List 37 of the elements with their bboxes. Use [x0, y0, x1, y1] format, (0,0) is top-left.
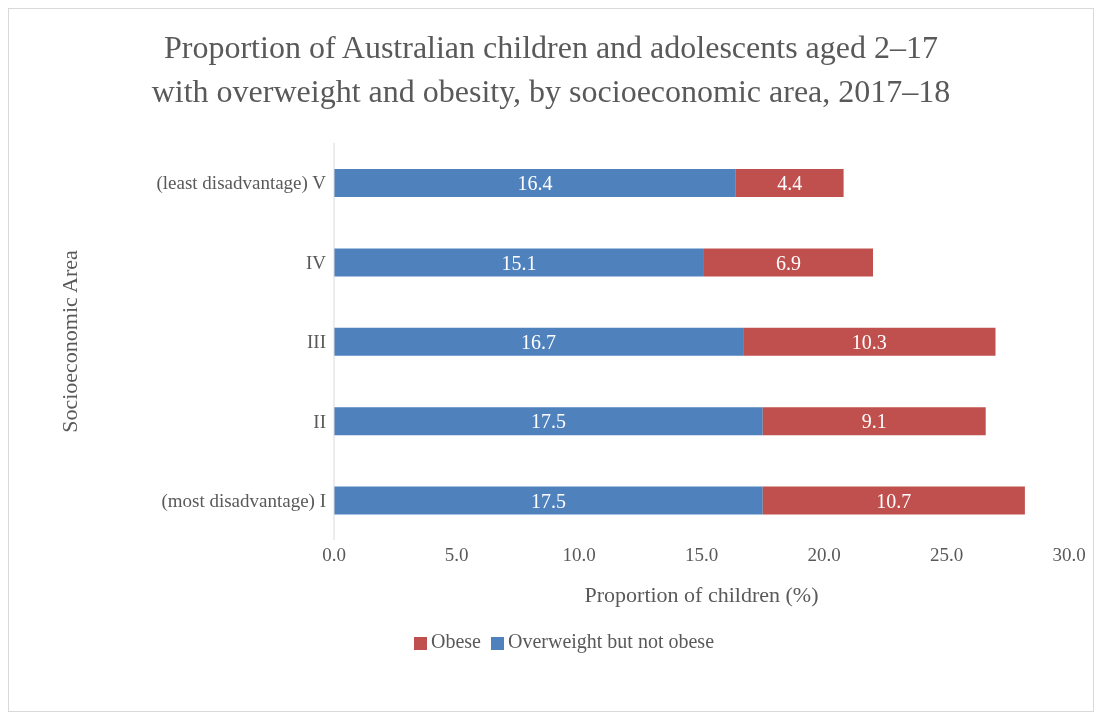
- y-tick-label: III: [307, 331, 326, 353]
- chart-title: Proportion of Australian children and adolescents aged 2–17 with overweight and obesity, by socioeconomic area, 2017–18: [150, 28, 952, 111]
- y-tick-label: II: [313, 410, 326, 432]
- bar: [334, 486, 763, 515]
- bar: [703, 248, 873, 277]
- bar: [735, 169, 844, 197]
- x-tick-label: 30.0: [1052, 544, 1086, 566]
- legend-label: Overweight but not obese: [507, 630, 715, 652]
- x-tick-label: 15.0: [684, 544, 719, 566]
- y-tick-label: IV: [305, 251, 327, 273]
- data-label: 6.9: [775, 251, 801, 274]
- y-axis-title: Socioeconomic Area: [56, 249, 82, 433]
- y-tick-label: (least disadvantage) V: [156, 172, 327, 195]
- bar: [743, 327, 996, 356]
- data-label: 16.7: [521, 330, 557, 353]
- x-tick-label: 20.0: [807, 544, 841, 566]
- y-tick-label: (most disadvantage) I: [161, 490, 326, 513]
- bar: [762, 407, 986, 436]
- bar: [762, 486, 1025, 515]
- data-label: 10.3: [851, 330, 887, 353]
- data-label: 15.1: [501, 251, 537, 274]
- x-tick-label: 25.0: [929, 544, 964, 566]
- bar: [334, 169, 736, 197]
- data-label: 4.4: [777, 172, 803, 195]
- data-label: 17.5: [530, 410, 566, 433]
- data-label: 9.1: [861, 410, 887, 433]
- data-label: 16.4: [517, 172, 553, 195]
- data-label: 17.5: [530, 489, 566, 512]
- x-tick-label: 5.0: [444, 544, 469, 566]
- x-tick-label: 0.0: [322, 544, 346, 566]
- legend-label: Obese: [430, 630, 481, 652]
- data-label: 10.7: [876, 489, 912, 512]
- bar: [334, 248, 704, 277]
- x-axis-title: Proportion of children (%): [584, 582, 819, 607]
- bar: [334, 407, 763, 436]
- bar: [334, 327, 744, 356]
- x-tick-label: 10.0: [562, 544, 596, 566]
